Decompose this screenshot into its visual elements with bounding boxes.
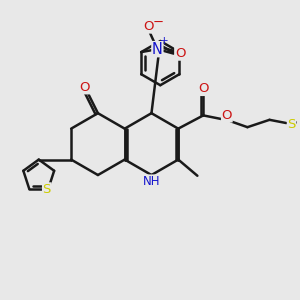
Text: N: N <box>152 42 163 57</box>
Text: O: O <box>80 81 90 94</box>
Text: NH: NH <box>143 175 160 188</box>
Text: O: O <box>175 47 185 60</box>
Text: O: O <box>222 109 232 122</box>
Text: O: O <box>198 82 208 95</box>
Text: S: S <box>43 183 51 196</box>
Text: −: − <box>153 16 164 29</box>
Text: S: S <box>287 118 296 131</box>
Text: O: O <box>143 20 154 33</box>
Text: +: + <box>160 36 168 46</box>
